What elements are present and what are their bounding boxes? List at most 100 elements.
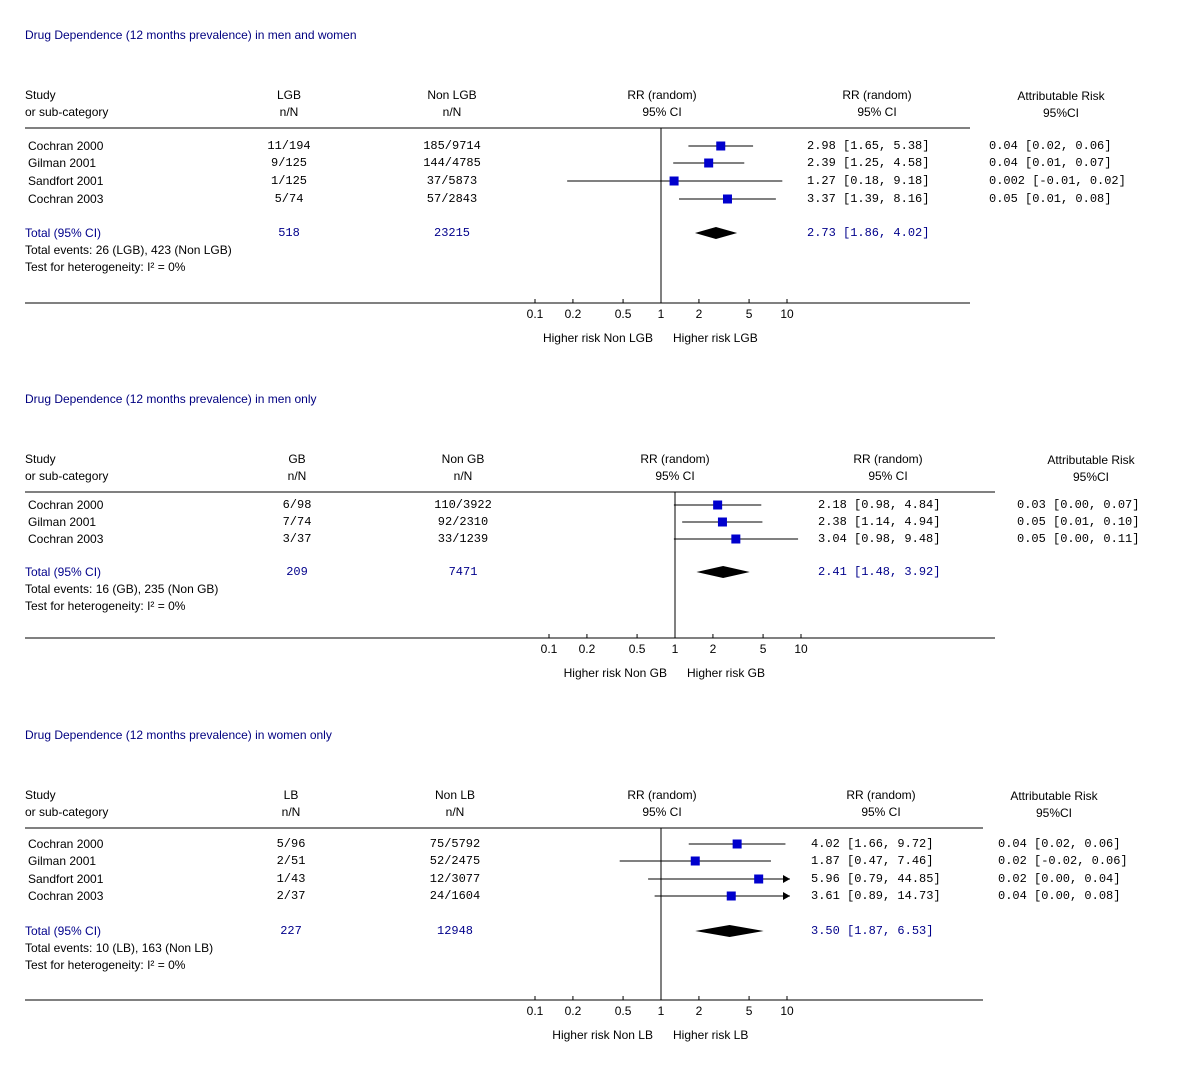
header-rr-plot: RR (random) [627, 88, 697, 102]
axis-tick-label: 10 [794, 642, 808, 656]
panel-title: Drug Dependence (12 months prevalence) i… [25, 392, 317, 406]
header-study: Study [25, 788, 56, 802]
total-label: Total (95% CI) [25, 226, 102, 240]
study-rr-ci: 2.38 [1.14, 4.94] [818, 515, 941, 529]
point-estimate-square [713, 500, 723, 510]
header-rr-value: RR (random) [842, 88, 912, 102]
axis-tick-label: 0.5 [628, 642, 646, 656]
study-attributable-risk: 0.02 [-0.02, 0.06] [998, 854, 1128, 868]
study-name: Gilman 2001 [28, 854, 97, 868]
summary-diamond [694, 227, 738, 239]
axis-tick-label: 0.2 [564, 307, 582, 321]
point-estimate-square [690, 856, 700, 866]
axis-label-left: Higher risk Non GB [563, 666, 667, 680]
point-estimate-square [732, 839, 742, 849]
study-rr-ci: 3.61 [0.89, 14.73] [811, 889, 941, 903]
axis-tick-label: 5 [759, 642, 767, 656]
header-attributable-risk: Attributable Risk [1017, 89, 1105, 103]
axis-tick-label: 0.1 [540, 642, 558, 656]
study-name: Sandfort 2001 [28, 174, 104, 188]
point-estimate-square [754, 874, 764, 884]
study-attributable-risk: 0.002 [-0.01, 0.02] [989, 174, 1126, 188]
point-estimate-square [704, 158, 714, 168]
header-nongroup-nN: n/N [453, 469, 473, 483]
study-group-counts: 2/51 [276, 854, 306, 868]
header-rr-value: RR (random) [846, 788, 916, 802]
axis-tick-label: 5 [745, 1004, 753, 1018]
header-group-nN: n/N [281, 805, 301, 819]
total-events: Total events: 10 (LB), 163 (Non LB) [25, 941, 214, 955]
study-group-counts: 2/37 [276, 889, 306, 903]
total-events: Total events: 26 (LGB), 423 (Non LGB) [25, 243, 232, 257]
heterogeneity-test: Test for heterogeneity: I² = 0% [25, 599, 186, 613]
header-rr-plot: RR (random) [627, 788, 697, 802]
study-nongroup-counts: 24/1604 [429, 889, 481, 903]
header-subcategory: or sub-category [25, 805, 109, 819]
study-name: Sandfort 2001 [28, 872, 104, 886]
study-group-counts: 7/74 [282, 515, 312, 529]
point-estimate-square [717, 517, 727, 527]
heterogeneity-test: Test for heterogeneity: I² = 0% [25, 958, 186, 972]
summary-diamond [695, 925, 764, 937]
axis-tick-label: 5 [745, 307, 753, 321]
header-group: LB [283, 788, 299, 802]
axis-label-right: Higher risk LB [673, 1028, 749, 1042]
study-name: Gilman 2001 [28, 156, 97, 170]
axis-label-right: Higher risk LGB [673, 331, 758, 345]
header-attributable-risk: Attributable Risk [1047, 453, 1135, 467]
study-group-counts: 5/96 [276, 837, 306, 851]
total-group-n: 518 [278, 226, 300, 240]
study-group-counts: 6/98 [282, 498, 312, 512]
axis-tick-label: 2 [709, 642, 717, 656]
forest-plot [25, 127, 970, 304]
point-estimate-square [669, 176, 679, 186]
study-rr-ci: 1.27 [0.18, 9.18] [807, 174, 930, 188]
total-group-n: 209 [286, 565, 308, 579]
axis-tick-label: 1 [671, 642, 679, 656]
header-group: LGB [276, 88, 302, 102]
header-ar-ci: 95%CI [1072, 470, 1110, 484]
total-rr-ci: 2.41 [1.48, 3.92] [818, 565, 941, 579]
study-nongroup-counts: 92/2310 [437, 515, 489, 529]
header-ci-plot: 95% CI [655, 469, 695, 483]
study-attributable-risk: 0.05 [0.01, 0.08] [989, 192, 1112, 206]
summary-diamond [696, 566, 750, 578]
study-rr-ci: 5.96 [0.79, 44.85] [811, 872, 941, 886]
heterogeneity-test: Test for heterogeneity: I² = 0% [25, 260, 186, 274]
forest-plot [25, 827, 983, 1001]
header-nongroup: Non LGB [427, 88, 477, 102]
axis-label-left: Higher risk Non LB [552, 1028, 653, 1042]
study-attributable-risk: 0.02 [0.00, 0.04] [998, 872, 1121, 886]
study-nongroup-counts: 144/4785 [423, 156, 481, 170]
study-group-counts: 11/194 [267, 139, 311, 153]
total-rr-ci: 2.73 [1.86, 4.02] [807, 226, 930, 240]
axis-label-left: Higher risk Non LGB [542, 331, 653, 345]
study-name: Cochran 2000 [28, 139, 104, 153]
ci-arrow-clipped [783, 875, 790, 883]
total-nongroup-n: 7471 [448, 565, 478, 579]
study-attributable-risk: 0.05 [0.01, 0.10] [1017, 515, 1140, 529]
study-rr-ci: 2.18 [0.98, 4.84] [818, 498, 941, 512]
header-ci-value: 95% CI [861, 805, 901, 819]
header-subcategory: or sub-category [25, 105, 109, 119]
ci-arrow-clipped [783, 892, 790, 900]
header-ci-value: 95% CI [857, 105, 897, 119]
header-ci-plot: 95% CI [642, 105, 682, 119]
header-rr-value: RR (random) [853, 452, 923, 466]
axis-tick-label: 1 [657, 1004, 665, 1018]
point-estimate-square [716, 141, 726, 151]
header-nongroup-nN: n/N [442, 105, 462, 119]
total-nongroup-n: 12948 [436, 924, 474, 938]
study-name: Gilman 2001 [28, 515, 97, 529]
axis-label-right: Higher risk GB [687, 666, 766, 680]
forest-plot [25, 491, 995, 639]
study-name: Cochran 2003 [28, 532, 104, 546]
header-group-nN: n/N [287, 469, 307, 483]
header-study: Study [25, 88, 56, 102]
study-nongroup-counts: 185/9714 [423, 139, 481, 153]
header-nongroup: Non LB [434, 788, 476, 802]
point-estimate-square [731, 534, 741, 544]
header-group: GB [288, 452, 306, 466]
study-name: Cochran 2000 [28, 498, 104, 512]
study-nongroup-counts: 37/5873 [426, 174, 478, 188]
